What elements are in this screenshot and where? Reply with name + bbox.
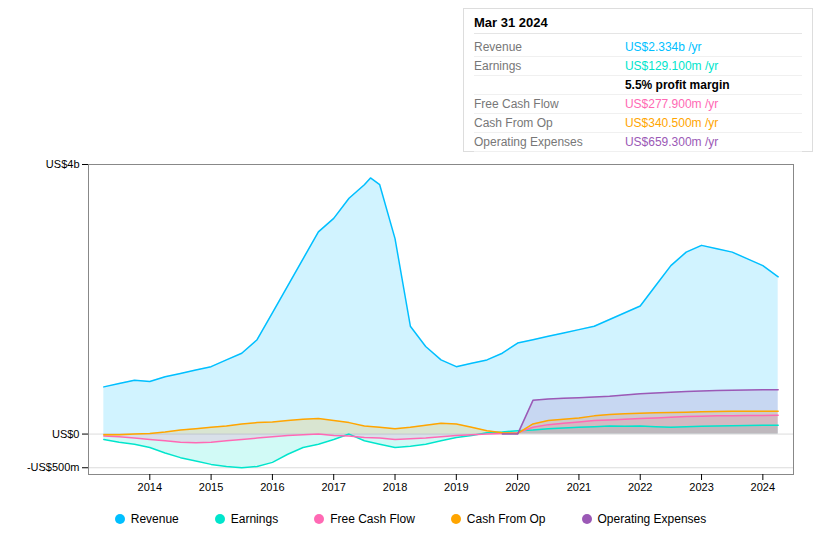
html-text:US$129.100m /yr: US$129.100m /yr xyxy=(624,59,719,73)
html-text:Free Cash Flow: Free Cash Flow xyxy=(330,512,415,526)
html-text:US$659.300m /yr: US$659.300m /yr xyxy=(624,135,719,149)
svg-text:2015: 2015 xyxy=(199,481,223,493)
html-text:US$2.334b /yr: US$2.334b /yr xyxy=(624,40,702,54)
svg-text:2020: 2020 xyxy=(505,481,529,493)
html-text:US$277.900m /yr: US$277.900m /yr xyxy=(624,97,719,111)
svg-text:2019: 2019 xyxy=(444,481,468,493)
svg-text:2024: 2024 xyxy=(751,481,775,493)
svg-text:2016: 2016 xyxy=(260,481,284,493)
svg-text:US$0: US$0 xyxy=(52,428,80,440)
svg-text:2018: 2018 xyxy=(383,481,407,493)
html-text:Operating Expenses: Operating Expenses xyxy=(597,512,707,526)
html-text:Free Cash Flow: Free Cash Flow xyxy=(474,97,559,111)
svg-text:2014: 2014 xyxy=(138,481,162,493)
html-text:US$340.500m /yr: US$340.500m /yr xyxy=(624,116,719,130)
svg-text:2023: 2023 xyxy=(689,481,713,493)
html-text:Operating Expenses: Operating Expenses xyxy=(474,135,583,149)
html-text:Mar 31 2024: Mar 31 2024 xyxy=(474,15,548,30)
svg-text:2021: 2021 xyxy=(567,481,591,493)
svg-text:US$4b: US$4b xyxy=(46,158,80,170)
html-text:Cash From Op: Cash From Op xyxy=(466,512,546,526)
html-text:5.5% profit margin: 5.5% profit margin xyxy=(624,78,730,92)
svg-text:2017: 2017 xyxy=(321,481,345,493)
svg-text:-US$500m: -US$500m xyxy=(27,461,80,473)
html-text:Revenue: Revenue xyxy=(474,40,522,54)
html-text:Revenue: Revenue xyxy=(130,512,179,526)
html-text:Earnings: Earnings xyxy=(474,59,522,73)
svg-text:2022: 2022 xyxy=(628,481,652,493)
html-text:Earnings: Earnings xyxy=(230,512,279,526)
html-text:Cash From Op: Cash From Op xyxy=(474,116,553,130)
